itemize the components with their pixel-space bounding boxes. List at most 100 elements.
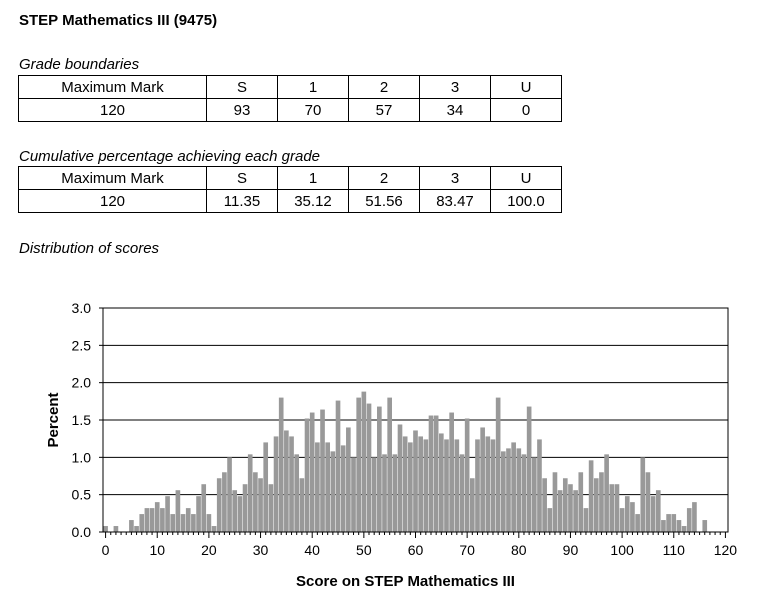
y-tick-label: 3.0 xyxy=(72,300,92,316)
value-cell: 70 xyxy=(277,98,349,122)
header-cell: S xyxy=(206,75,278,99)
bar xyxy=(278,397,284,532)
bar xyxy=(397,424,403,532)
bar xyxy=(294,454,300,532)
bar xyxy=(671,514,677,532)
header-cell: Maximum Mark xyxy=(18,75,207,99)
x-tick-label: 100 xyxy=(610,542,634,558)
x-tick-label: 50 xyxy=(356,542,372,558)
bar xyxy=(402,436,408,532)
bar xyxy=(299,478,305,532)
bar xyxy=(655,490,661,532)
table-row: 120 11.35 35.12 51.56 83.47 100.0 xyxy=(18,189,562,213)
bar xyxy=(201,484,207,532)
bar xyxy=(469,478,475,532)
bar xyxy=(521,454,527,532)
bar xyxy=(273,436,279,532)
value-cell: 35.12 xyxy=(277,189,349,213)
bar xyxy=(526,406,532,532)
value-cell: 100.0 xyxy=(490,189,562,213)
bar xyxy=(366,403,372,532)
header-cell: U xyxy=(490,75,562,99)
bar xyxy=(149,508,155,532)
bar xyxy=(237,496,243,532)
bar xyxy=(650,496,656,532)
grade-boundaries-table: Maximum Mark S 1 2 3 U 120 93 70 57 34 0 xyxy=(18,75,562,122)
bar xyxy=(557,490,563,532)
bar xyxy=(222,472,227,532)
bar xyxy=(129,520,134,532)
bar xyxy=(227,457,232,532)
x-tick-label: 10 xyxy=(149,542,165,558)
bar xyxy=(480,427,485,532)
bar xyxy=(330,451,336,532)
bar xyxy=(284,430,289,532)
y-tick-label: 0.0 xyxy=(72,524,92,540)
y-tick-label: 1.5 xyxy=(72,412,92,428)
bar xyxy=(113,526,119,532)
bar xyxy=(154,502,160,532)
bar xyxy=(361,391,367,532)
bar xyxy=(232,490,238,532)
header-cell: 2 xyxy=(348,166,420,190)
bar xyxy=(408,442,413,532)
x-tick-label: 60 xyxy=(408,542,424,558)
bar xyxy=(702,520,708,532)
header-cell: U xyxy=(490,166,562,190)
x-tick-label: 90 xyxy=(563,542,579,558)
bar xyxy=(315,442,320,532)
bar xyxy=(624,496,630,532)
bar xyxy=(413,430,418,532)
bar xyxy=(320,409,325,532)
bar xyxy=(562,478,568,532)
header-cell: 3 xyxy=(419,166,491,190)
header-cell: 2 xyxy=(348,75,420,99)
bar xyxy=(500,451,506,532)
bar xyxy=(170,514,176,532)
x-tick-label: 110 xyxy=(663,542,686,558)
bar xyxy=(196,496,201,532)
table-row: 120 93 70 57 34 0 xyxy=(18,98,562,122)
bar xyxy=(459,454,465,532)
table-header-row: Maximum Mark S 1 2 3 U xyxy=(18,166,562,190)
value-cell: 51.56 xyxy=(348,189,420,213)
bar xyxy=(593,478,599,532)
x-tick-label: 0 xyxy=(102,542,110,558)
bar xyxy=(645,472,651,532)
bar xyxy=(356,397,362,532)
bar xyxy=(418,436,423,532)
table-header-row: Maximum Mark S 1 2 3 U xyxy=(18,75,562,99)
y-axis: 0.0 0.5 1.0 1.5 2.0 2.5 3.0 xyxy=(72,300,103,540)
y-axis-title: Percent xyxy=(45,392,62,447)
bar xyxy=(325,442,331,532)
bar xyxy=(180,514,186,532)
bar xyxy=(253,472,258,532)
cumulative-heading: Cumulative percentage achieving each gra… xyxy=(19,148,321,165)
bar xyxy=(387,397,392,532)
bar xyxy=(681,526,687,532)
bar xyxy=(392,454,398,532)
bar xyxy=(449,412,454,532)
bar xyxy=(542,478,547,532)
bar xyxy=(160,508,165,532)
x-tick-label: 80 xyxy=(511,542,527,558)
bar xyxy=(346,427,351,532)
bar xyxy=(444,439,449,532)
bar xyxy=(619,508,625,532)
bar xyxy=(103,526,108,532)
x-tick-label: 30 xyxy=(253,542,269,558)
bar xyxy=(506,448,511,532)
value-cell: 11.35 xyxy=(206,189,278,213)
bar xyxy=(340,445,346,532)
gridlines xyxy=(103,344,728,496)
bar xyxy=(211,526,217,532)
bar xyxy=(335,400,341,532)
bar xyxy=(568,484,573,532)
bar xyxy=(377,406,382,532)
bar xyxy=(165,496,170,532)
bar xyxy=(573,490,578,532)
bar xyxy=(604,454,609,532)
bar xyxy=(139,514,145,532)
bar xyxy=(635,514,640,532)
bar xyxy=(609,484,615,532)
